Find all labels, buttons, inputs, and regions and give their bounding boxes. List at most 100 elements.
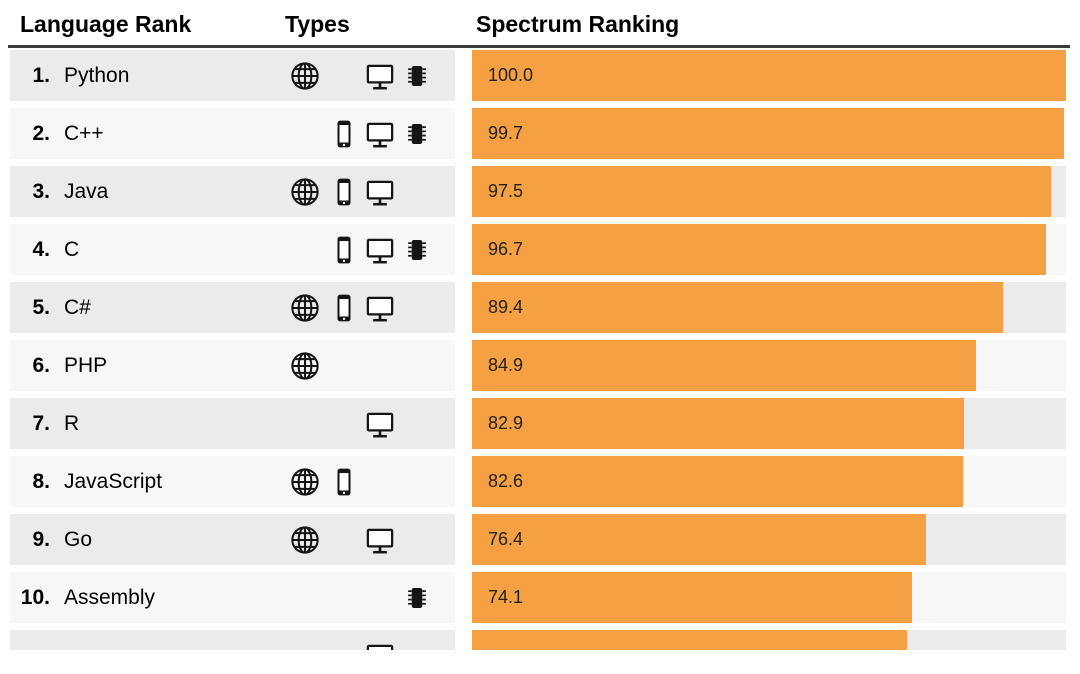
row-label-area: 10. Assembly — [10, 572, 455, 623]
row-label-area: 9. Go — [10, 514, 455, 565]
ranking-bar: 82.9 — [472, 398, 964, 449]
ranking-bar — [472, 630, 907, 650]
column-header-types: Types — [285, 11, 350, 37]
monitor-icon — [364, 176, 396, 208]
ranking-value: 82.6 — [488, 471, 524, 491]
table-row: 1. Python 100.0 — [8, 50, 1070, 101]
chip-icon — [403, 584, 431, 612]
rank-label: 9. — [32, 528, 50, 551]
row-label-area — [10, 630, 455, 650]
language-name: C — [64, 238, 80, 261]
ranking-value: 76.4 — [488, 529, 524, 549]
row-label-area: 8. JavaScript — [10, 456, 455, 507]
monitor-icon — [364, 408, 396, 440]
row-label-area: 5. C# — [10, 282, 455, 333]
language-name: Assembly — [64, 586, 156, 609]
language-name: Java — [64, 180, 109, 203]
bar-track: 74.1 — [472, 572, 1066, 623]
bar-track: 76.4 — [472, 514, 1066, 565]
monitor-icon — [364, 524, 396, 556]
bar-track: 82.9 — [472, 398, 1066, 449]
rank-label: 8. — [32, 470, 50, 493]
language-name: Go — [64, 528, 93, 551]
table-body: 1. Python 100.0 2. C++ — [8, 50, 1070, 650]
bar-track: 84.9 — [472, 340, 1066, 391]
ranking-value: 99.7 — [488, 123, 524, 143]
bar-track: 99.7 — [472, 108, 1066, 159]
ranking-value: 97.5 — [488, 181, 524, 201]
row-label-area: 2. C++ — [10, 108, 455, 159]
monitor-icon — [364, 292, 396, 324]
rank-label: 5. — [32, 296, 50, 319]
rank-label: 6. — [32, 354, 50, 377]
rank-label: 2. — [32, 122, 50, 145]
monitor-icon — [364, 60, 396, 92]
globe-icon — [289, 465, 322, 498]
row-label-area: 6. PHP — [10, 340, 455, 391]
table-row: 6. PHP 84.9 — [8, 340, 1070, 391]
rank-label: 10. — [20, 586, 50, 609]
language-name: PHP — [64, 354, 108, 377]
rank-label: 7. — [32, 412, 50, 435]
language-name: Python — [64, 64, 130, 87]
bar-track — [472, 630, 1066, 650]
smartphone-icon — [329, 235, 359, 265]
ranking-bar: 76.4 — [472, 514, 926, 565]
globe-icon — [289, 349, 322, 382]
header-divider — [8, 45, 1070, 48]
smartphone-icon — [329, 119, 359, 149]
row-label-area: 4. C — [10, 224, 455, 275]
rank-label: 3. — [32, 180, 50, 203]
ranking-value: 74.1 — [488, 587, 524, 607]
smartphone-icon — [329, 467, 359, 497]
rank-label — [10, 630, 50, 650]
ranking-bar: 82.6 — [472, 456, 963, 507]
globe-icon — [289, 175, 322, 208]
table-row: 4. C 96.7 — [8, 224, 1070, 275]
globe-icon — [289, 291, 322, 324]
table-row: 3. Java 97.5 — [8, 166, 1070, 217]
ranking-value: 84.9 — [488, 355, 524, 375]
table-row — [8, 630, 1070, 650]
bar-track: 82.6 — [472, 456, 1066, 507]
bar-track: 100.0 — [472, 50, 1066, 101]
column-header-spectrum-ranking: Spectrum Ranking — [476, 11, 680, 37]
table-row: 2. C++ 99.7 — [8, 108, 1070, 159]
bar-track: 97.5 — [472, 166, 1066, 217]
ranking-value: 100.0 — [488, 65, 534, 85]
ranking-value: 96.7 — [488, 239, 524, 259]
table-header: Language Rank Types Spectrum Ranking — [8, 6, 1070, 45]
smartphone-icon — [329, 293, 359, 323]
bar-track: 96.7 — [472, 224, 1066, 275]
rank-label: 4. — [32, 238, 50, 261]
monitor-icon — [364, 118, 396, 150]
ranking-value: 89.4 — [488, 297, 524, 317]
chip-icon — [403, 236, 431, 264]
column-header-language-rank: Language Rank — [20, 11, 192, 37]
ranking-bar: 84.9 — [472, 340, 976, 391]
rank-label: 1. — [32, 64, 50, 87]
language-name: R — [64, 412, 80, 435]
ranking-bar: 89.4 — [472, 282, 1003, 333]
ranking-bar: 99.7 — [472, 108, 1064, 159]
ranking-bar: 96.7 — [472, 224, 1046, 275]
monitor-icon — [364, 640, 396, 650]
ranking-bar: 74.1 — [472, 572, 912, 623]
language-name: JavaScript — [64, 470, 163, 493]
globe-icon — [289, 523, 322, 556]
row-label-area: 1. Python — [10, 50, 455, 101]
table-row: 10. Assembly 74.1 — [8, 572, 1070, 623]
row-label-area: 7. R — [10, 398, 455, 449]
language-name: C++ — [64, 122, 104, 145]
table-row: 9. Go 76.4 — [8, 514, 1070, 565]
smartphone-icon — [329, 177, 359, 207]
spectrum-ranking-table: Language Rank Types Spectrum Ranking 1. … — [8, 6, 1070, 650]
ranking-bar: 97.5 — [472, 166, 1051, 217]
globe-icon — [289, 59, 322, 92]
chip-icon — [403, 120, 431, 148]
ranking-value: 82.9 — [488, 413, 524, 433]
language-name: C# — [64, 296, 91, 319]
monitor-icon — [364, 234, 396, 266]
table-row: 5. C# 89.4 — [8, 282, 1070, 333]
ranking-bar: 100.0 — [472, 50, 1066, 101]
